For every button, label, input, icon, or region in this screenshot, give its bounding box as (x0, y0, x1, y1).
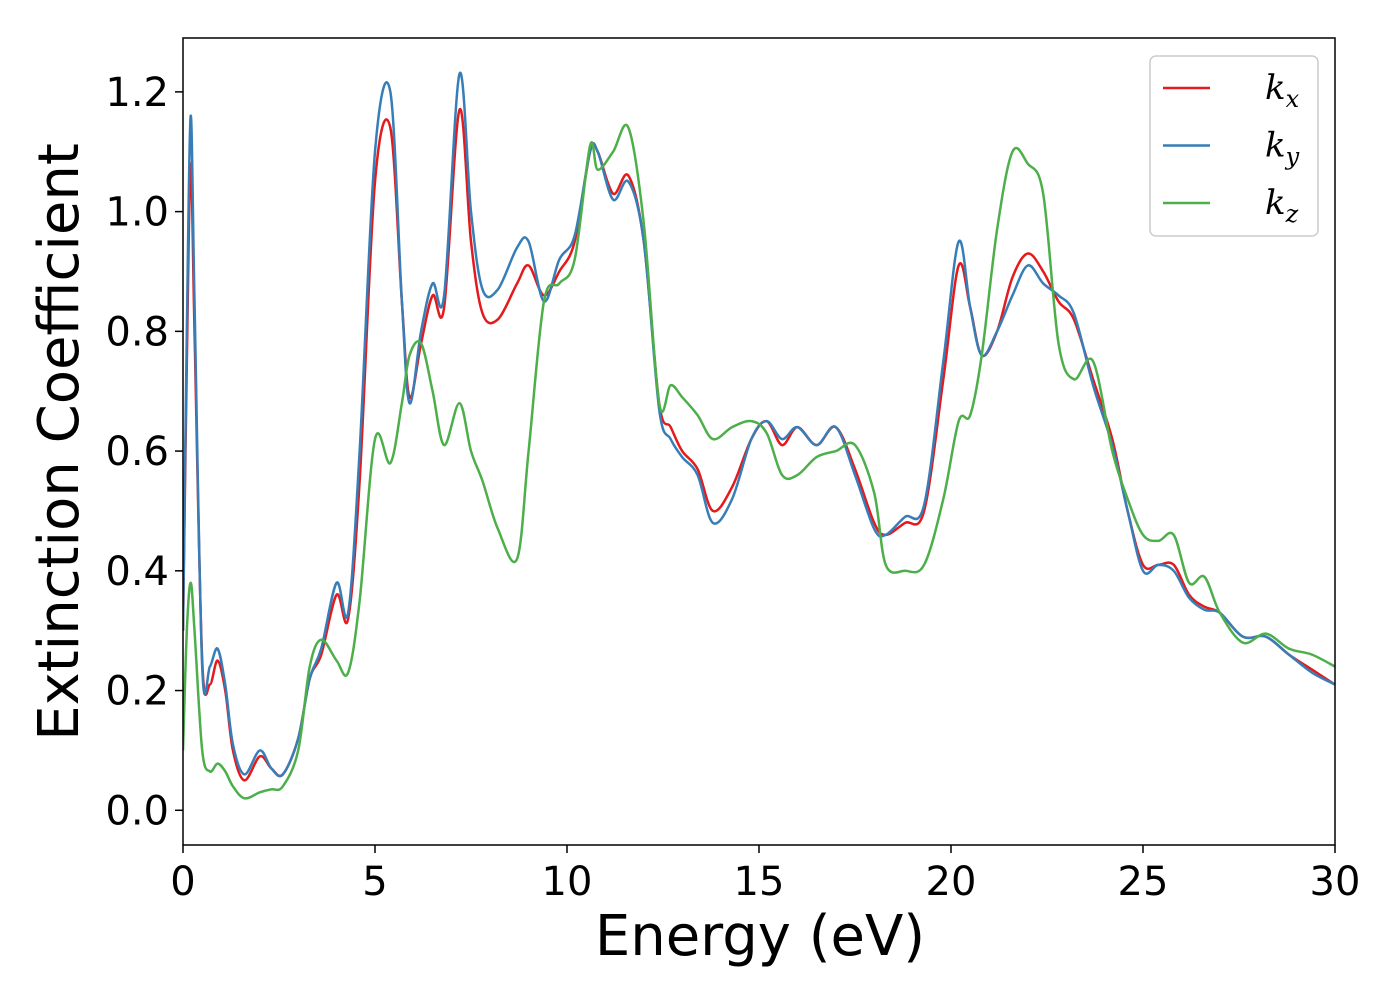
y-tick-label: 0.0 (105, 788, 169, 834)
x-tick-label: 20 (926, 859, 977, 905)
legend-box (1149, 55, 1319, 237)
y-axis-label: Extinction Coefficient (27, 143, 92, 741)
y-tick-label: 0.8 (105, 309, 169, 355)
x-tick-label: 30 (1310, 859, 1361, 905)
series-line (183, 123, 1335, 800)
x-axis-label: Energy (eV) (595, 904, 925, 969)
x-tick-label: 5 (362, 859, 387, 905)
x-tick-label: 0 (170, 859, 195, 905)
x-tick-label: 15 (734, 859, 785, 905)
series-line (183, 71, 1335, 778)
y-tick-label: 0.4 (105, 549, 169, 595)
legend-label: ky (1265, 126, 1300, 171)
plot-frame (182, 37, 1336, 846)
y-tick-label: 1.0 (105, 190, 169, 236)
legend-label: kx (1265, 68, 1300, 113)
x-tick-label: 25 (1118, 859, 1169, 905)
y-tick-label: 1.2 (105, 70, 169, 116)
y-tick-label: 0.2 (105, 669, 169, 715)
legend-label: kz (1265, 183, 1299, 228)
y-tick-label: 0.6 (105, 429, 169, 475)
x-tick-label: 10 (542, 859, 593, 905)
